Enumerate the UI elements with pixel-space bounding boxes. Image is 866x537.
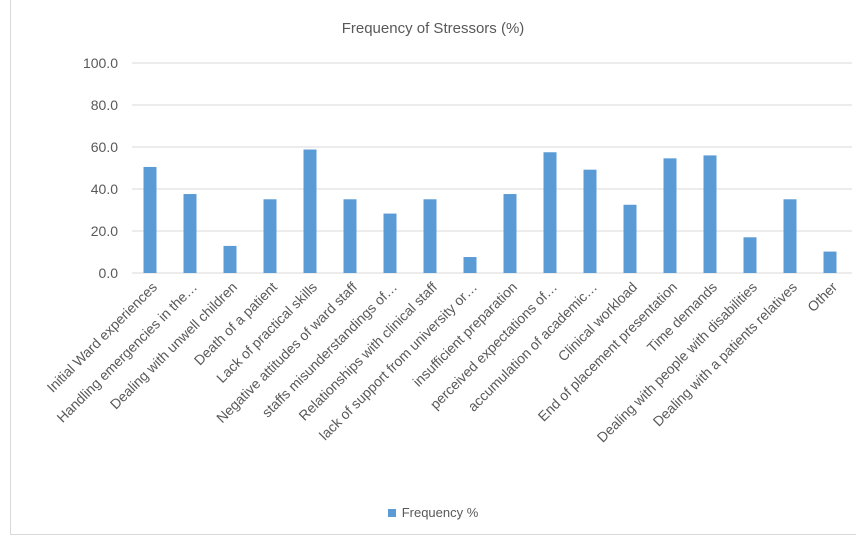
bar: [183, 194, 197, 273]
x-category-label: Other: [804, 279, 840, 315]
bar: [343, 199, 357, 273]
chart-frame: [10, 0, 856, 535]
bars: [143, 149, 837, 273]
legend-swatch: [387, 508, 396, 517]
bar: [703, 155, 717, 273]
bar: [223, 245, 237, 273]
bar: [783, 199, 797, 273]
bar: [583, 169, 597, 273]
bar: [263, 199, 277, 273]
x-category-label: Time demands: [644, 279, 720, 355]
bar: [143, 166, 157, 273]
legend: Frequency %: [0, 505, 866, 520]
bar: [423, 199, 437, 273]
y-tick-label: 40.0: [91, 181, 118, 197]
bar: [743, 237, 757, 273]
bar: [543, 152, 557, 273]
bar: [823, 251, 837, 273]
y-tick-label: 20.0: [91, 223, 118, 239]
y-tick-label: 60.0: [91, 139, 118, 155]
y-axis-ticks: 0.0 20.0 40.0 60.0 80.0 100.0: [83, 55, 118, 281]
bar: [303, 149, 317, 273]
bar: [463, 257, 477, 273]
gridlines: [132, 62, 852, 274]
y-tick-label: 0.0: [99, 265, 119, 281]
bar: [623, 204, 637, 273]
legend-label: Frequency %: [401, 505, 479, 520]
bar: [503, 194, 517, 273]
y-tick-label: 100.0: [83, 55, 118, 71]
y-tick-label: 80.0: [91, 97, 118, 113]
bar: [383, 213, 397, 273]
bar: [663, 158, 677, 273]
chart-title: Frequency of Stressors (%): [341, 20, 525, 37]
